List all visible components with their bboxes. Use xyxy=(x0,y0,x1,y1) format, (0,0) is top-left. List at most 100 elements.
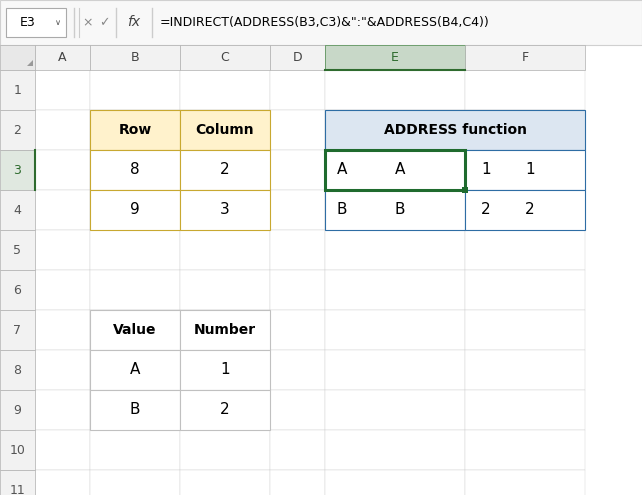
Bar xyxy=(270,390,325,430)
Bar xyxy=(325,310,465,350)
Bar xyxy=(270,230,325,270)
Bar xyxy=(90,190,180,230)
Bar xyxy=(462,187,468,193)
Bar xyxy=(465,45,585,70)
Bar xyxy=(35,350,90,390)
Bar xyxy=(35,190,90,230)
Bar xyxy=(270,430,325,470)
Text: 1: 1 xyxy=(525,162,535,178)
Text: F: F xyxy=(521,51,528,64)
Bar xyxy=(35,270,90,310)
Bar xyxy=(35,470,90,495)
Bar xyxy=(90,430,180,470)
Bar xyxy=(0,70,35,110)
Bar xyxy=(35,310,90,350)
Bar xyxy=(0,190,35,230)
Bar xyxy=(90,310,180,350)
Bar xyxy=(325,270,465,310)
Bar xyxy=(465,190,585,230)
Text: 2: 2 xyxy=(525,202,535,217)
Bar xyxy=(270,190,325,230)
Bar xyxy=(180,110,270,150)
Bar xyxy=(325,430,465,470)
Text: B: B xyxy=(395,202,406,217)
Bar xyxy=(0,390,35,430)
Text: Row: Row xyxy=(118,123,152,137)
Bar xyxy=(465,310,585,350)
Bar xyxy=(465,270,585,310)
Bar xyxy=(180,150,270,190)
Bar xyxy=(90,310,180,350)
Bar xyxy=(90,390,180,430)
Text: ∨: ∨ xyxy=(55,18,61,27)
Bar xyxy=(180,310,270,350)
Bar xyxy=(90,390,180,430)
Bar xyxy=(270,150,325,190)
Bar xyxy=(325,150,465,190)
Text: A: A xyxy=(130,362,140,378)
Text: 11: 11 xyxy=(10,484,26,495)
Bar xyxy=(35,230,90,270)
Bar xyxy=(180,190,270,230)
Bar xyxy=(180,430,270,470)
Bar xyxy=(90,190,180,230)
Text: ×: × xyxy=(83,16,93,29)
Text: 2: 2 xyxy=(220,402,230,417)
Bar xyxy=(465,110,585,150)
Bar xyxy=(465,390,585,430)
Text: 6: 6 xyxy=(13,284,21,297)
Bar xyxy=(35,430,90,470)
Text: B: B xyxy=(337,202,347,217)
Text: 1: 1 xyxy=(13,84,21,97)
Bar xyxy=(465,430,585,470)
Bar xyxy=(270,70,325,110)
Bar xyxy=(325,150,465,190)
Bar xyxy=(0,45,35,70)
Bar xyxy=(270,45,325,70)
Bar xyxy=(180,390,270,430)
Text: 5: 5 xyxy=(13,244,21,256)
Bar xyxy=(180,350,270,390)
Text: 2: 2 xyxy=(220,162,230,178)
Text: =INDIRECT(ADDRESS(B3,C3)&":"&ADDRESS(B4,C4)): =INDIRECT(ADDRESS(B3,C3)&":"&ADDRESS(B4,… xyxy=(160,16,490,29)
Text: fx: fx xyxy=(128,15,141,30)
Text: 2: 2 xyxy=(481,202,490,217)
Bar xyxy=(6,8,66,37)
Bar xyxy=(90,350,180,390)
Bar xyxy=(465,150,585,190)
Bar xyxy=(35,45,90,70)
Bar xyxy=(90,45,180,70)
Text: 1: 1 xyxy=(220,362,230,378)
Bar xyxy=(90,150,180,190)
Bar xyxy=(180,470,270,495)
Bar xyxy=(90,70,180,110)
Bar xyxy=(270,470,325,495)
Bar xyxy=(325,230,465,270)
Text: 3: 3 xyxy=(13,163,21,177)
Bar xyxy=(180,190,270,230)
Bar xyxy=(35,110,90,150)
Bar xyxy=(270,350,325,390)
Text: ✓: ✓ xyxy=(99,16,109,29)
Bar xyxy=(270,310,325,350)
Bar xyxy=(465,350,585,390)
Text: B: B xyxy=(131,51,139,64)
Bar xyxy=(0,110,35,150)
Text: D: D xyxy=(293,51,302,64)
Bar xyxy=(465,150,585,190)
Bar xyxy=(180,390,270,430)
Bar xyxy=(465,230,585,270)
Bar xyxy=(180,110,270,150)
Text: B: B xyxy=(130,402,140,417)
Bar xyxy=(0,430,35,470)
Text: 8: 8 xyxy=(130,162,140,178)
Bar xyxy=(90,150,180,190)
Bar xyxy=(90,110,180,150)
Text: 9: 9 xyxy=(130,202,140,217)
Bar xyxy=(325,190,465,230)
Bar xyxy=(180,70,270,110)
Bar xyxy=(0,270,35,310)
Text: 1: 1 xyxy=(481,162,490,178)
Text: E: E xyxy=(391,51,399,64)
Text: 9: 9 xyxy=(13,403,21,416)
